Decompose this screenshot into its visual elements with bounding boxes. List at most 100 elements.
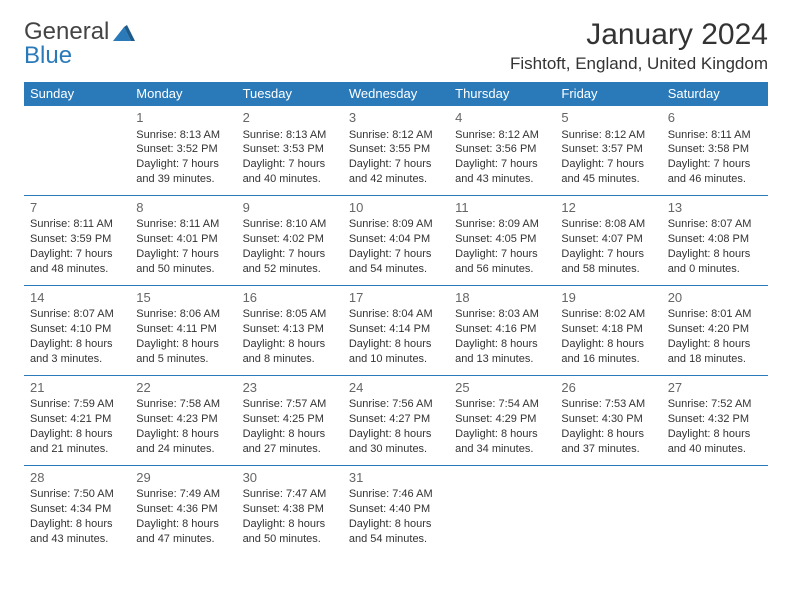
sunrise-text: Sunrise: 7:58 AM [136, 397, 230, 412]
header: General January 2024 Fishtoft, England, … [24, 18, 768, 74]
sunset-text: Sunset: 4:02 PM [243, 232, 337, 247]
calendar-week-row: 28Sunrise: 7:50 AMSunset: 4:34 PMDayligh… [24, 465, 768, 554]
sunset-text: Sunset: 4:18 PM [561, 322, 655, 337]
daylight-text: Daylight: 7 hours and 54 minutes. [349, 247, 443, 277]
day-number: 21 [30, 379, 124, 397]
daylight-text: Daylight: 7 hours and 50 minutes. [136, 247, 230, 277]
day-number: 19 [561, 289, 655, 307]
logo-word2: Blue [24, 42, 72, 70]
day-number: 2 [243, 109, 337, 127]
sunrise-text: Sunrise: 8:11 AM [136, 217, 230, 232]
sunrise-text: Sunrise: 8:12 AM [349, 128, 443, 143]
sunset-text: Sunset: 4:05 PM [455, 232, 549, 247]
calendar-cell [662, 465, 768, 554]
day-number: 6 [668, 109, 762, 127]
sunset-text: Sunset: 3:53 PM [243, 142, 337, 157]
daylight-text: Daylight: 8 hours and 3 minutes. [30, 337, 124, 367]
sunrise-text: Sunrise: 7:46 AM [349, 487, 443, 502]
calendar-cell: 28Sunrise: 7:50 AMSunset: 4:34 PMDayligh… [24, 465, 130, 554]
sunset-text: Sunset: 4:01 PM [136, 232, 230, 247]
sunrise-text: Sunrise: 8:11 AM [668, 128, 762, 143]
day-header: Tuesday [237, 82, 343, 106]
sunrise-text: Sunrise: 7:54 AM [455, 397, 549, 412]
daylight-text: Daylight: 8 hours and 54 minutes. [349, 517, 443, 547]
title-block: January 2024 Fishtoft, England, United K… [510, 18, 768, 74]
sunrise-text: Sunrise: 8:07 AM [30, 307, 124, 322]
day-header: Monday [130, 82, 236, 106]
day-number: 31 [349, 469, 443, 487]
sunrise-text: Sunrise: 7:47 AM [243, 487, 337, 502]
sunrise-text: Sunrise: 8:12 AM [561, 128, 655, 143]
sunset-text: Sunset: 4:36 PM [136, 502, 230, 517]
sunset-text: Sunset: 4:25 PM [243, 412, 337, 427]
calendar-cell: 7Sunrise: 8:11 AMSunset: 3:59 PMDaylight… [24, 195, 130, 285]
daylight-text: Daylight: 7 hours and 43 minutes. [455, 157, 549, 187]
day-number: 28 [30, 469, 124, 487]
daylight-text: Daylight: 8 hours and 34 minutes. [455, 427, 549, 457]
sunset-text: Sunset: 4:40 PM [349, 502, 443, 517]
calendar-cell: 31Sunrise: 7:46 AMSunset: 4:40 PMDayligh… [343, 465, 449, 554]
sunset-text: Sunset: 4:11 PM [136, 322, 230, 337]
sunrise-text: Sunrise: 8:01 AM [668, 307, 762, 322]
calendar-cell: 20Sunrise: 8:01 AMSunset: 4:20 PMDayligh… [662, 285, 768, 375]
day-number: 18 [455, 289, 549, 307]
logo-triangle-icon [113, 23, 135, 41]
daylight-text: Daylight: 8 hours and 0 minutes. [668, 247, 762, 277]
calendar-cell: 11Sunrise: 8:09 AMSunset: 4:05 PMDayligh… [449, 195, 555, 285]
sunset-text: Sunset: 3:58 PM [668, 142, 762, 157]
day-number: 22 [136, 379, 230, 397]
calendar-cell: 19Sunrise: 8:02 AMSunset: 4:18 PMDayligh… [555, 285, 661, 375]
sunset-text: Sunset: 4:38 PM [243, 502, 337, 517]
day-number: 20 [668, 289, 762, 307]
day-number: 30 [243, 469, 337, 487]
calendar-cell: 8Sunrise: 8:11 AMSunset: 4:01 PMDaylight… [130, 195, 236, 285]
daylight-text: Daylight: 8 hours and 18 minutes. [668, 337, 762, 367]
day-number: 8 [136, 199, 230, 217]
day-number: 29 [136, 469, 230, 487]
sunset-text: Sunset: 4:08 PM [668, 232, 762, 247]
sunset-text: Sunset: 4:07 PM [561, 232, 655, 247]
sunrise-text: Sunrise: 7:56 AM [349, 397, 443, 412]
calendar-cell: 27Sunrise: 7:52 AMSunset: 4:32 PMDayligh… [662, 375, 768, 465]
calendar-cell: 23Sunrise: 7:57 AMSunset: 4:25 PMDayligh… [237, 375, 343, 465]
sunrise-text: Sunrise: 8:12 AM [455, 128, 549, 143]
day-number: 9 [243, 199, 337, 217]
sunrise-text: Sunrise: 8:10 AM [243, 217, 337, 232]
sunset-text: Sunset: 3:59 PM [30, 232, 124, 247]
daylight-text: Daylight: 7 hours and 45 minutes. [561, 157, 655, 187]
calendar-week-row: 21Sunrise: 7:59 AMSunset: 4:21 PMDayligh… [24, 375, 768, 465]
day-number: 27 [668, 379, 762, 397]
sunset-text: Sunset: 4:32 PM [668, 412, 762, 427]
calendar-cell: 30Sunrise: 7:47 AMSunset: 4:38 PMDayligh… [237, 465, 343, 554]
day-number: 13 [668, 199, 762, 217]
daylight-text: Daylight: 8 hours and 43 minutes. [30, 517, 124, 547]
day-number: 3 [349, 109, 443, 127]
day-header: Sunday [24, 82, 130, 106]
daylight-text: Daylight: 7 hours and 40 minutes. [243, 157, 337, 187]
day-number: 11 [455, 199, 549, 217]
sunrise-text: Sunrise: 8:11 AM [30, 217, 124, 232]
sunrise-text: Sunrise: 8:13 AM [136, 128, 230, 143]
daylight-text: Daylight: 8 hours and 37 minutes. [561, 427, 655, 457]
sunrise-text: Sunrise: 8:09 AM [455, 217, 549, 232]
daylight-text: Daylight: 8 hours and 10 minutes. [349, 337, 443, 367]
sunset-text: Sunset: 4:13 PM [243, 322, 337, 337]
daylight-text: Daylight: 8 hours and 13 minutes. [455, 337, 549, 367]
day-number: 23 [243, 379, 337, 397]
daylight-text: Daylight: 8 hours and 30 minutes. [349, 427, 443, 457]
daylight-text: Daylight: 8 hours and 5 minutes. [136, 337, 230, 367]
day-number: 10 [349, 199, 443, 217]
day-number: 7 [30, 199, 124, 217]
day-number: 14 [30, 289, 124, 307]
sunrise-text: Sunrise: 8:02 AM [561, 307, 655, 322]
day-number: 5 [561, 109, 655, 127]
daylight-text: Daylight: 8 hours and 40 minutes. [668, 427, 762, 457]
day-header: Saturday [662, 82, 768, 106]
daylight-text: Daylight: 8 hours and 24 minutes. [136, 427, 230, 457]
sunrise-text: Sunrise: 8:04 AM [349, 307, 443, 322]
daylight-text: Daylight: 7 hours and 39 minutes. [136, 157, 230, 187]
day-header: Friday [555, 82, 661, 106]
daylight-text: Daylight: 7 hours and 42 minutes. [349, 157, 443, 187]
calendar-cell: 12Sunrise: 8:08 AMSunset: 4:07 PMDayligh… [555, 195, 661, 285]
calendar-cell [449, 465, 555, 554]
